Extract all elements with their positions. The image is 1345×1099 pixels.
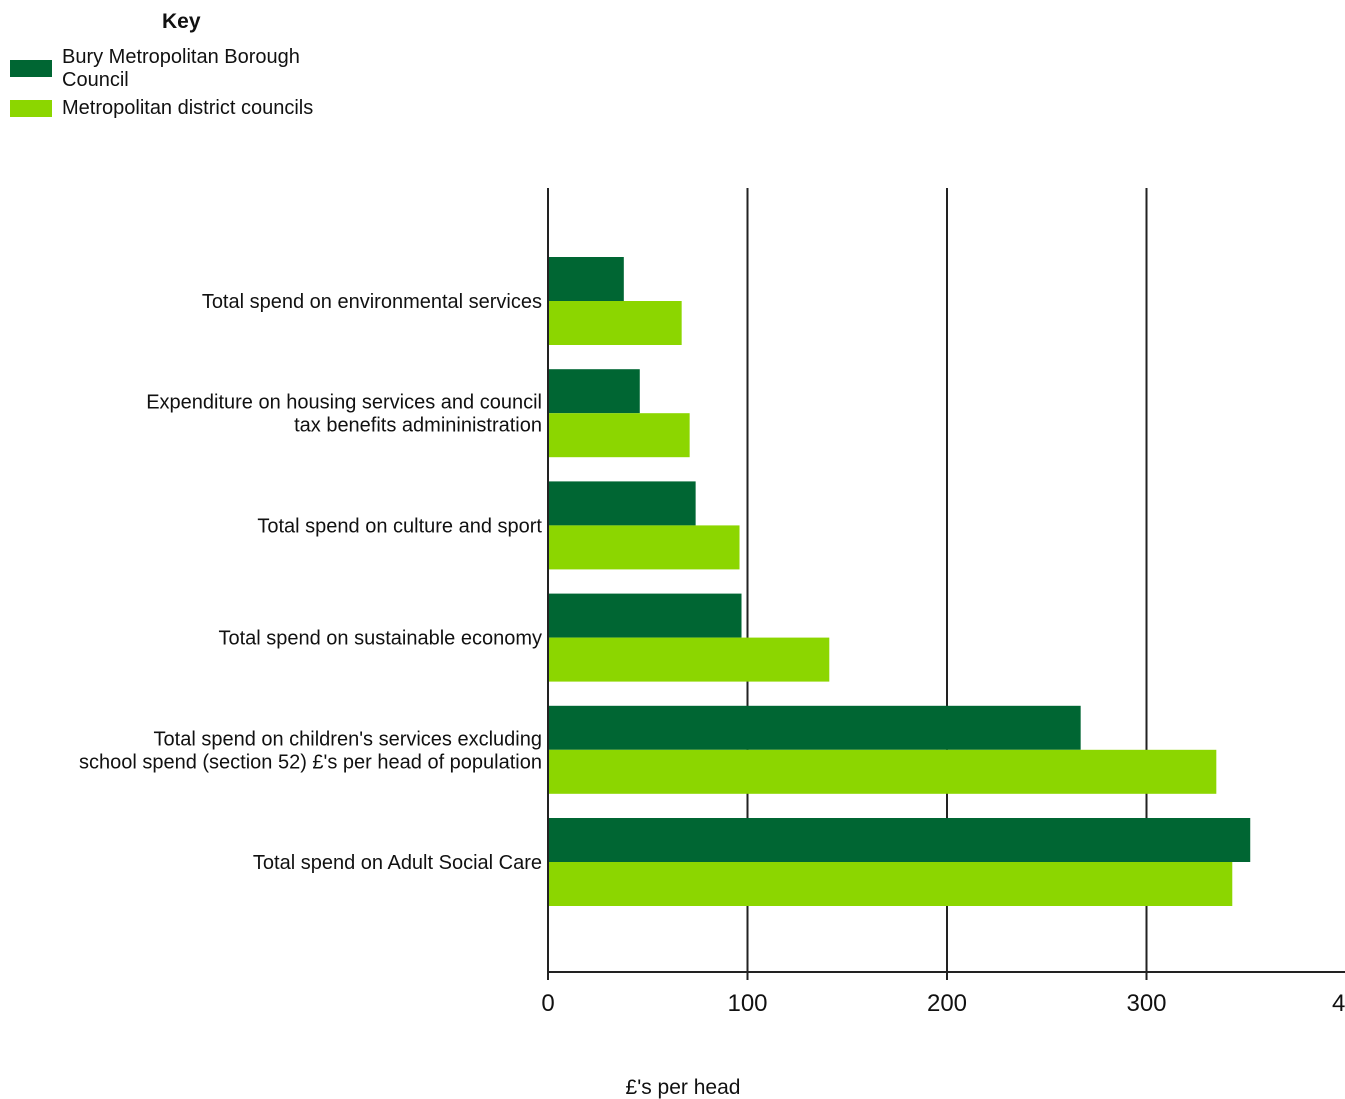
legend-label-bury: Bury Metropolitan Borough Council (62, 46, 300, 91)
category-label-2: Total spend on culture and sport (257, 515, 542, 537)
category-label-5: Total spend on Adult Social Care (253, 852, 542, 874)
legend-swatch-bury (10, 60, 52, 77)
legend-item-bury: Bury Metropolitan Borough Council (10, 46, 332, 92)
bar-metropolitan-0 (548, 301, 682, 345)
axes (547, 188, 1345, 980)
tick-label-300: 300 (1126, 990, 1166, 1017)
legend-label-metropolitan: Metropolitan district councils (62, 97, 314, 119)
bar-bury-4 (548, 705, 1081, 750)
category-label-4-line-1: school spend (section 52) £'s per head o… (79, 751, 542, 773)
bar-bury-2 (548, 481, 696, 526)
category-label-1-line-1: tax benefits admininistration (294, 415, 542, 437)
category-labels: Total spend on environmental services Exp… (79, 291, 542, 874)
bar-metropolitan-4 (548, 749, 1217, 794)
tick-label-100: 100 (727, 990, 767, 1017)
tick-label-0: 0 (541, 990, 554, 1017)
bar-bury-1 (548, 369, 640, 414)
bar-bury-5 (548, 818, 1251, 862)
legend-title: Key (162, 10, 201, 33)
legend-swatch-metropolitan (10, 100, 52, 117)
legend-item-metropolitan: Metropolitan district councils (10, 97, 332, 120)
tick-labels: 0 100 200 300 40 (541, 990, 1345, 1017)
bar-bury-3 (548, 593, 742, 638)
bar-metropolitan-5 (548, 862, 1233, 906)
category-label-1-line-0: Expenditure on housing services and coun… (146, 392, 542, 414)
tick-label-400: 40 (1332, 990, 1345, 1017)
category-label-4-line-0: Total spend on children's services exclu… (154, 728, 542, 750)
category-label-0: Total spend on environmental services (202, 291, 542, 313)
bars (548, 257, 1251, 906)
bar-metropolitan-2 (548, 525, 740, 570)
bar-bury-0 (548, 257, 624, 301)
category-label-3: Total spend on sustainable economy (218, 628, 542, 650)
bar-metropolitan-1 (548, 413, 690, 458)
x-axis-title: £'s per head (626, 1076, 741, 1099)
bar-metropolitan-3 (548, 637, 830, 682)
tick-label-200: 200 (927, 990, 967, 1017)
